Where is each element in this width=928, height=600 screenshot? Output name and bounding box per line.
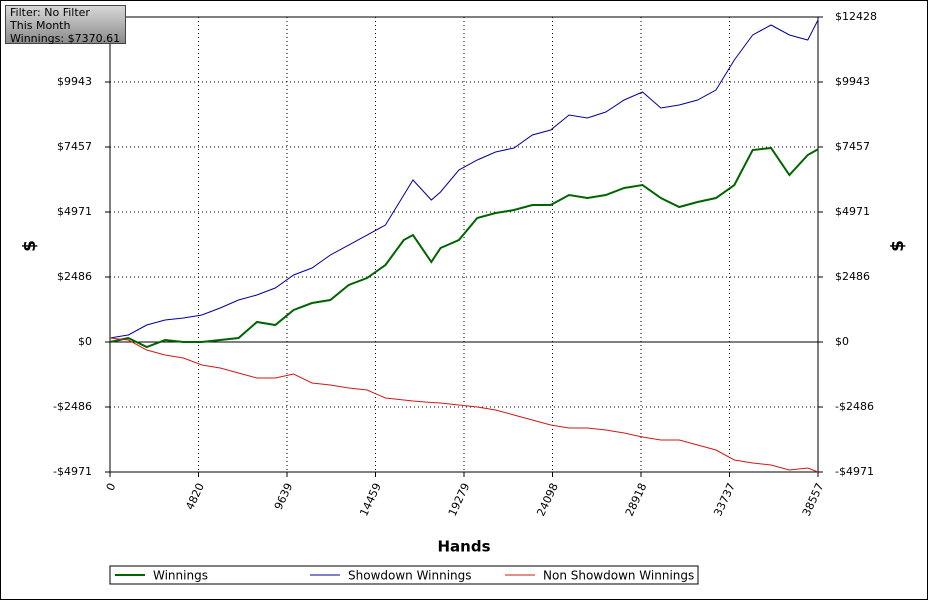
x-tick-label: 4820 bbox=[183, 481, 207, 512]
y-tick-label: -$4971 bbox=[53, 465, 92, 478]
legend-label: Winnings bbox=[153, 569, 208, 583]
legend bbox=[109, 565, 699, 585]
y-tick-label: $0 bbox=[78, 335, 92, 348]
x-tick-label: 14459 bbox=[357, 481, 384, 518]
filter-line: This Month bbox=[10, 19, 71, 32]
x-tick-label: 28918 bbox=[623, 481, 650, 518]
series-line bbox=[109, 19, 819, 339]
x-tick-label: 9639 bbox=[272, 481, 296, 512]
y2-tick-label: $4971 bbox=[835, 205, 870, 218]
series-line bbox=[109, 337, 819, 473]
y-tick-label: $2486 bbox=[57, 270, 92, 283]
x-axis-label: Hands bbox=[437, 538, 490, 556]
y-axis-label: $ bbox=[20, 240, 40, 252]
filter-line: Filter: No Filter bbox=[10, 6, 90, 19]
plot-area bbox=[110, 17, 818, 472]
x-tick-label: 38557 bbox=[800, 481, 827, 518]
y2-tick-label: $12428 bbox=[835, 10, 877, 23]
y2-tick-label: $0 bbox=[835, 335, 849, 348]
y-tick-label: -$2486 bbox=[53, 400, 92, 413]
filter-line: Winnings: $7370.61 bbox=[10, 32, 121, 45]
y2-tick-label: -$2486 bbox=[835, 400, 874, 413]
x-tick-label: 0 bbox=[104, 481, 119, 493]
filter-box: Filter: No Filter This Month Winnings: $… bbox=[5, 5, 126, 45]
y-tick-label: $4971 bbox=[57, 205, 92, 218]
x-tick-label: 19279 bbox=[446, 481, 473, 518]
legend-label: Non Showdown Winnings bbox=[543, 569, 694, 583]
y2-tick-label: $7457 bbox=[835, 140, 870, 153]
y-tick-label: $7457 bbox=[57, 140, 92, 153]
legend-label: Showdown Winnings bbox=[348, 569, 472, 583]
series-line bbox=[109, 146, 819, 349]
y2-tick-label: $2486 bbox=[835, 270, 870, 283]
x-tick-label: 24098 bbox=[534, 481, 561, 518]
y2-tick-label: -$4971 bbox=[835, 465, 874, 478]
x-tick-label: 33737 bbox=[711, 481, 738, 518]
plot-border bbox=[109, 16, 819, 473]
y2-tick-label: $9943 bbox=[835, 75, 870, 88]
y2-axis-label: $ bbox=[888, 240, 908, 252]
y-tick-label: $9943 bbox=[57, 75, 92, 88]
